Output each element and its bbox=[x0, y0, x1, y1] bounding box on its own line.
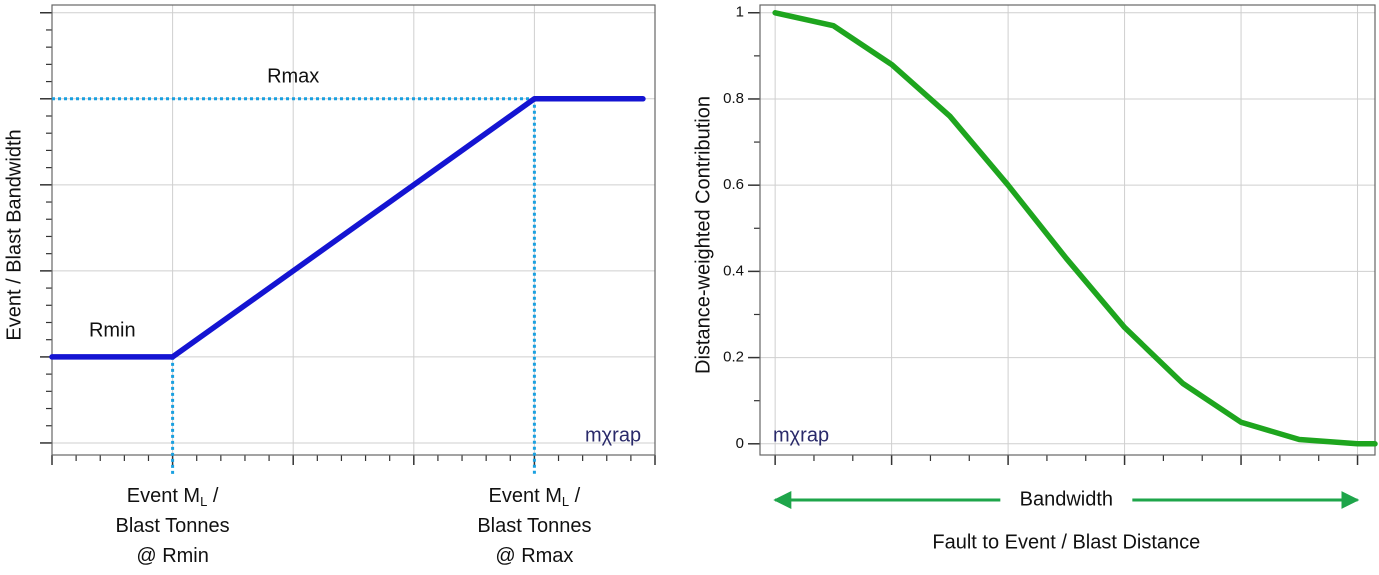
y-axis-label: Distance-weighted Contribution bbox=[692, 96, 714, 374]
x-annotation-part: L bbox=[562, 494, 569, 509]
watermark: mχrap bbox=[585, 424, 641, 446]
watermark: mχrap bbox=[773, 424, 829, 446]
x-annotation-part: Blast Tonnes bbox=[116, 515, 230, 537]
data-line bbox=[772, 10, 1378, 447]
y-tick-label: 0 bbox=[736, 435, 744, 452]
x-annotation-part: Event M bbox=[127, 485, 200, 507]
x-annotation: Blast Tonnes bbox=[477, 515, 591, 537]
y-tick-label: 0.2 bbox=[723, 349, 744, 366]
span-label: Bandwidth bbox=[1020, 488, 1113, 510]
x-axis-label: Fault to Event / Blast Distance bbox=[932, 531, 1200, 553]
annotation: Rmax bbox=[267, 66, 319, 88]
x-annotation-part: L bbox=[200, 494, 207, 509]
span-label-bg bbox=[1000, 486, 1133, 514]
x-annotation-part: / bbox=[207, 485, 219, 507]
annotation: Rmin bbox=[89, 319, 136, 341]
plot-frame bbox=[51, 4, 656, 456]
y-tick-label: 1 bbox=[736, 4, 744, 21]
x-annotation: Event ML / bbox=[127, 485, 219, 509]
y-axis-label: Event / Blast Bandwidth bbox=[3, 129, 25, 340]
x-annotation-part: Event M bbox=[489, 485, 562, 507]
x-annotation-part: @ Rmax bbox=[495, 545, 573, 567]
x-annotation: @ Rmin bbox=[136, 545, 209, 567]
x-annotation: Blast Tonnes bbox=[116, 515, 230, 537]
x-annotation: Event ML / bbox=[489, 485, 581, 509]
y-tick-label: 0.6 bbox=[723, 176, 744, 193]
x-annotation-part: Blast Tonnes bbox=[477, 515, 591, 537]
x-annotation-part: / bbox=[569, 485, 581, 507]
y-tick-label: 0.8 bbox=[723, 90, 744, 107]
x-annotation-part: @ Rmin bbox=[136, 545, 209, 567]
data-line bbox=[49, 96, 646, 360]
plot-frame bbox=[759, 4, 1376, 456]
x-annotation: @ Rmax bbox=[495, 545, 573, 567]
y-tick-label: 0.4 bbox=[723, 262, 744, 279]
